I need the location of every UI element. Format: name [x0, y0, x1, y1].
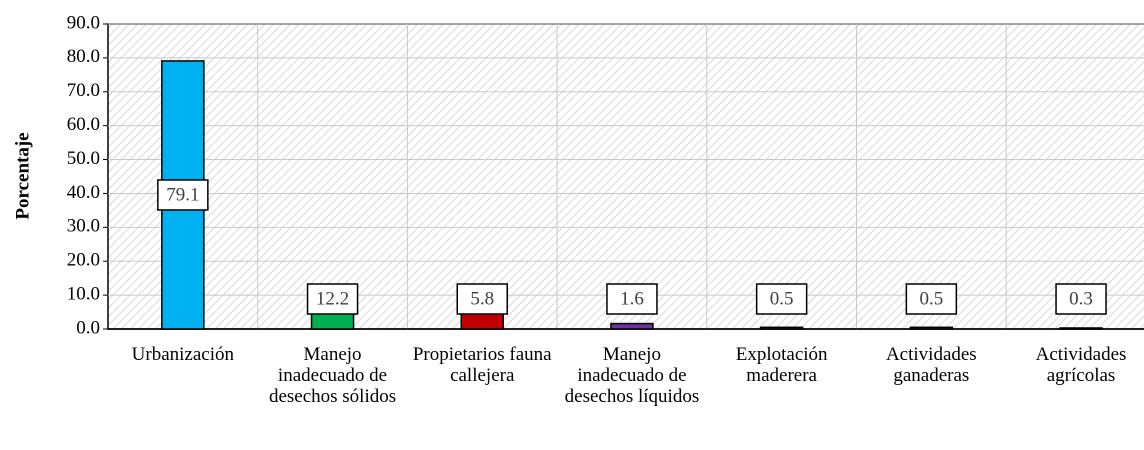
plot-area — [107, 23, 1144, 330]
value-label: 0.3 — [1069, 288, 1093, 309]
y-axis-label: Porcentaje — [12, 132, 33, 219]
y-tick-label: 60.0 — [67, 114, 100, 135]
x-tick-label: Urbanización — [131, 344, 235, 365]
bar — [909, 326, 954, 330]
value-label: 5.8 — [470, 288, 494, 309]
value-label: 12.2 — [316, 288, 349, 309]
y-tick-label: 40.0 — [67, 182, 100, 203]
value-label-box — [755, 283, 808, 315]
x-tick-label: Explotación maderera — [735, 344, 828, 386]
x-tick-label: Propietarios fauna callejera — [412, 344, 552, 386]
value-label: 1.6 — [620, 288, 644, 309]
x-tick-label: Actividades ganaderas — [885, 344, 977, 386]
y-tick-label: 50.0 — [67, 148, 100, 169]
bar — [610, 322, 654, 330]
x-tick-label: Actividades agrícolas — [1035, 344, 1127, 386]
y-tick-label: 0.0 — [76, 317, 100, 338]
x-tick-label: Manejo inadecuado de desechos sólidos — [268, 344, 397, 407]
y-tick-label: 30.0 — [67, 216, 100, 237]
value-label-box — [306, 283, 359, 315]
value-label: 0.5 — [770, 288, 794, 309]
value-label-box — [1055, 283, 1107, 315]
value-label-box — [157, 179, 209, 211]
bar — [759, 326, 804, 330]
y-tick-label: 70.0 — [67, 80, 100, 101]
y-tick-label: 20.0 — [67, 250, 100, 271]
y-tick-label: 10.0 — [67, 283, 100, 304]
value-label: 79.1 — [166, 184, 199, 205]
bar — [1059, 327, 1103, 330]
value-label-box — [606, 283, 658, 315]
y-tick-label: 80.0 — [67, 46, 100, 67]
value-label: 0.5 — [919, 288, 943, 309]
y-tick-label: 90.0 — [67, 12, 100, 33]
x-tick-label: Manejo inadecuado de desechos líquidos — [564, 344, 700, 407]
value-label-box — [456, 283, 508, 315]
value-label-box — [905, 283, 958, 315]
